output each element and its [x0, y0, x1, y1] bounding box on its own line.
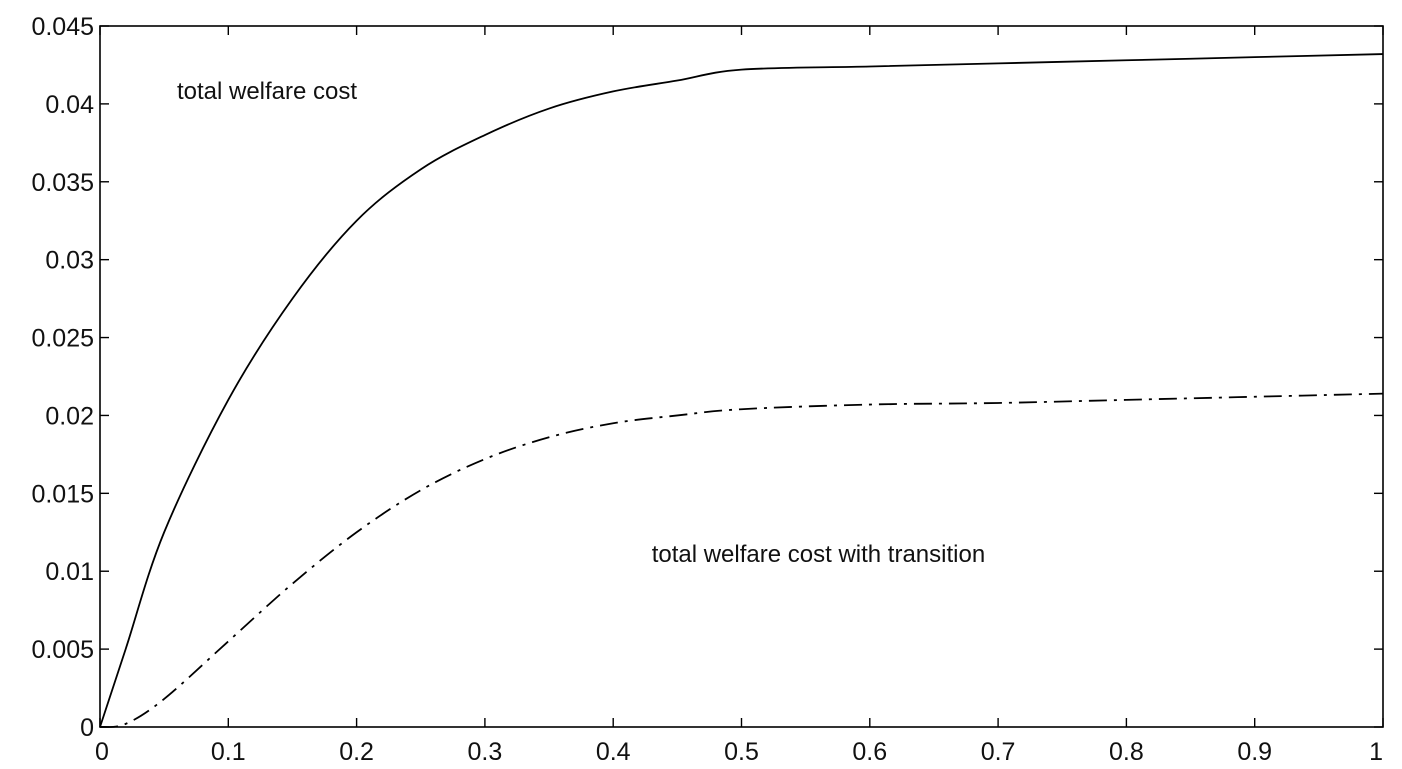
series-line-total-welfare-cost	[99, 53, 1384, 728]
x-tick-label: 0.5	[724, 738, 759, 766]
y-tick-label: 0.045	[31, 13, 94, 41]
y-tick-label: 0.005	[31, 636, 94, 664]
y-tick-label: 0.01	[45, 558, 94, 586]
y-tick-label: 0.015	[31, 480, 94, 508]
x-tick-label: 0.8	[1109, 738, 1144, 766]
x-tick-label: 0.6	[852, 738, 887, 766]
y-axis: 0 0.005 0.01 0.015 0.02 0.025 0.03 0.035 0.04 0.0…	[31, 13, 1383, 742]
series-annotation: total welfare cost	[177, 78, 357, 105]
x-tick-label: 0.1	[211, 738, 246, 766]
plot-area-frame	[99, 25, 1384, 728]
y-tick-label: 0.035	[31, 169, 94, 197]
x-tick-label: 0	[95, 738, 109, 766]
y-tick-label: 0.02	[45, 402, 94, 430]
x-tick-label: 0.3	[468, 738, 503, 766]
series-annotation: total welfare cost with transition	[652, 541, 985, 568]
series-layer	[99, 53, 1384, 728]
y-tick-label: 0.03	[45, 247, 94, 275]
x-tick-label: 1	[1369, 738, 1383, 766]
series-line-total-welfare-cost-with-transition	[99, 392, 1384, 728]
x-tick-label: 0.2	[339, 738, 374, 766]
y-tick-label: 0	[80, 714, 94, 742]
x-axis: 0 0.1 0.2 0.3 0.4 0.5 0.6 0.7 0.8 0.9 1	[95, 26, 1384, 766]
x-tick-label: 0.9	[1237, 738, 1272, 766]
x-tick-label: 0.7	[981, 738, 1016, 766]
y-tick-label: 0.04	[45, 91, 94, 119]
x-tick-label: 0.4	[596, 738, 631, 766]
y-tick-label: 0.025	[31, 325, 94, 353]
annotation-layer: total welfare cost total welfare cost wit…	[177, 78, 985, 568]
